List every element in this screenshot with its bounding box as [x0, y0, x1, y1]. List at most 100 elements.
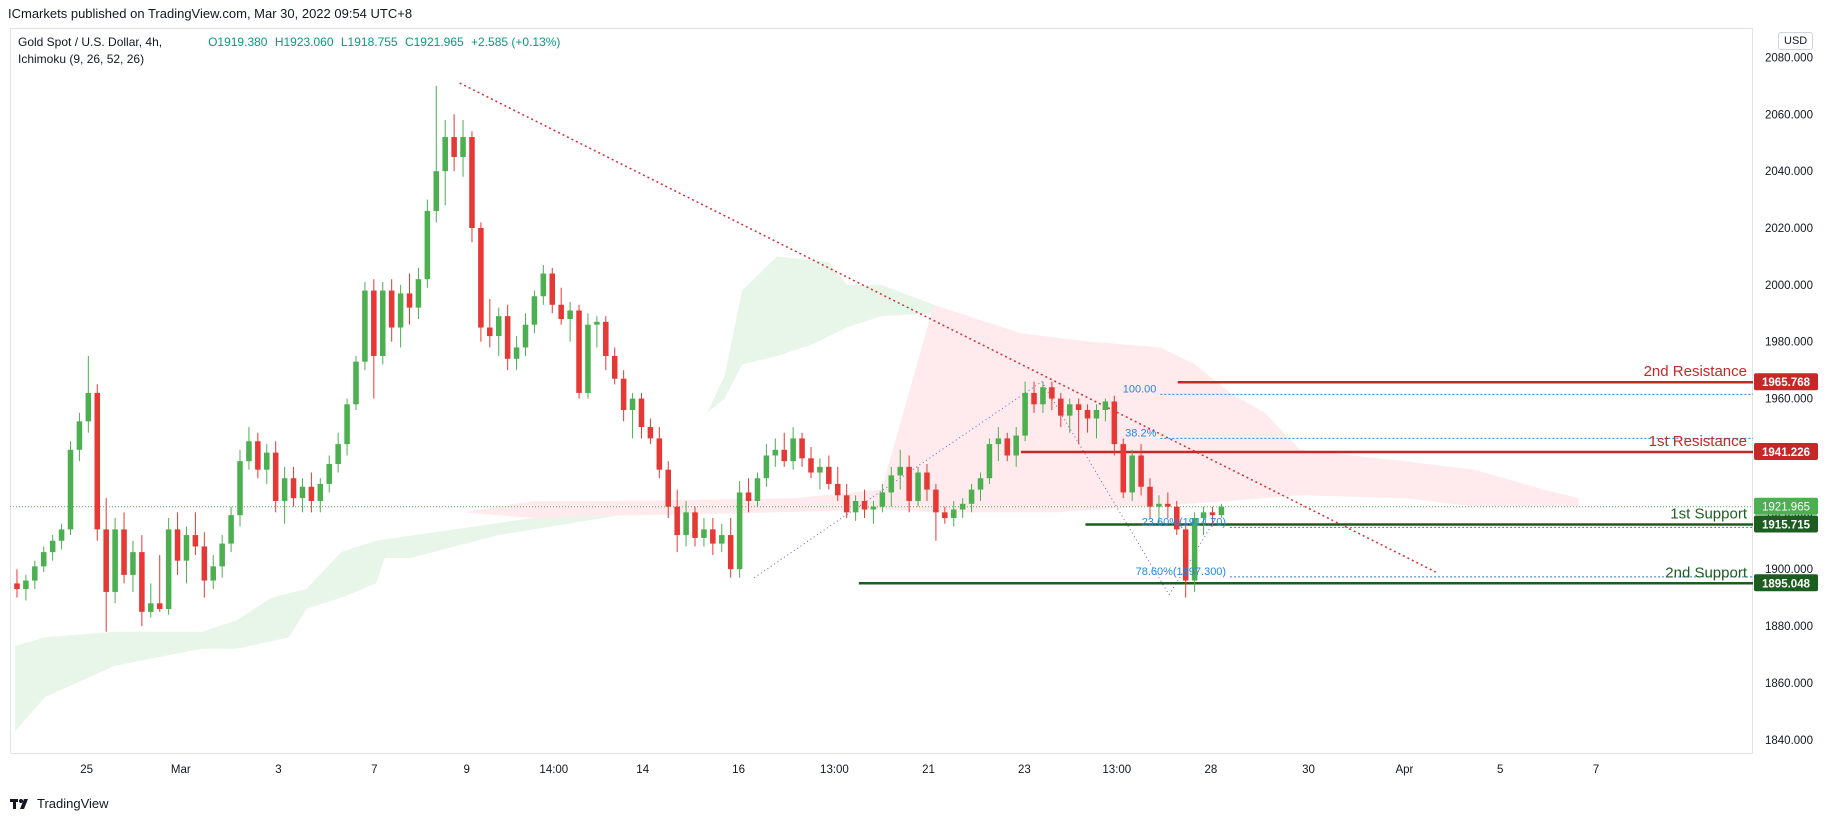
candle-body [103, 529, 109, 592]
cloud-red [463, 304, 1579, 519]
candle [1182, 523, 1189, 598]
candle [727, 518, 734, 578]
candle [933, 483, 939, 541]
candle [826, 455, 832, 490]
candle [950, 500, 957, 527]
candle-body [1004, 438, 1011, 456]
x-tick-label: 16 [732, 764, 745, 776]
candle [1004, 432, 1011, 462]
candle-body [1138, 455, 1144, 487]
candle [1191, 512, 1198, 592]
candle [522, 313, 529, 356]
candle-body [852, 500, 859, 513]
candle-body [353, 361, 359, 405]
candle [1040, 381, 1046, 413]
candle-body [701, 529, 707, 538]
candle [540, 264, 547, 305]
candle-body [817, 466, 823, 473]
price-tag-value: 1895.048 [1762, 578, 1811, 590]
candle-body [1120, 444, 1127, 493]
candle-body [14, 583, 20, 590]
level-name: 1st Resistance [1649, 433, 1747, 450]
fib-level-label: 38.2% [1125, 427, 1156, 439]
candle [103, 498, 109, 632]
candle [799, 432, 805, 467]
candle [442, 119, 448, 206]
candle [228, 506, 234, 553]
fib-guide-line [1041, 381, 1170, 596]
candle [424, 199, 431, 288]
candle [629, 392, 636, 439]
candle-body [371, 290, 377, 356]
candle-body [799, 438, 805, 459]
x-tick-label: 30 [1302, 764, 1315, 776]
candle-body [1102, 401, 1109, 410]
current-price-tag [1754, 497, 1818, 515]
candle-body [834, 483, 841, 496]
candle-body [576, 310, 582, 393]
candle [290, 466, 297, 507]
x-tick-label: 7 [1593, 764, 1599, 776]
candle-body [790, 438, 796, 462]
y-tick-label: 2000.000 [1765, 280, 1813, 292]
candle [1209, 506, 1216, 527]
candle [495, 307, 502, 356]
tradingview-logo-icon[interactable] [10, 797, 32, 811]
tradingview-brand[interactable]: TradingView [37, 796, 109, 811]
candle [888, 466, 895, 507]
candle [94, 384, 101, 541]
candle-body [478, 228, 484, 328]
fib-level-label: 23.60%(1914.70) [1142, 516, 1226, 528]
candle [611, 347, 618, 385]
candle-body [558, 304, 564, 319]
candle [1022, 381, 1028, 442]
x-tick-label: 5 [1497, 764, 1503, 776]
candle [620, 370, 627, 422]
candle [1147, 478, 1153, 519]
candle-body [433, 171, 440, 211]
currency-badge[interactable]: USD [1778, 32, 1814, 50]
candle [576, 304, 582, 399]
candle-body [451, 137, 457, 157]
candle-body [23, 580, 29, 590]
indicator-label[interactable]: Ichimoku (9, 26, 52, 26) [18, 52, 145, 66]
chart-frame [10, 28, 1753, 754]
candle [977, 472, 984, 501]
candle [139, 535, 145, 627]
x-tick-label: 3 [275, 764, 281, 776]
candle [968, 483, 975, 513]
candle [852, 495, 859, 521]
candle-body [442, 137, 448, 172]
candle-body [763, 455, 770, 479]
candle-body [603, 321, 609, 356]
symbol-label[interactable]: Gold Spot / U.S. Dollar, 4h, [18, 35, 163, 49]
candle-body [656, 438, 663, 470]
candle-body [174, 529, 181, 561]
candle [255, 432, 261, 479]
candle [67, 441, 74, 536]
price-tag [1754, 442, 1818, 460]
candle-body [139, 552, 145, 612]
candle-body [710, 529, 716, 544]
candle-body [1031, 392, 1037, 405]
candle [1058, 392, 1064, 428]
candle [1066, 398, 1073, 433]
candle-body [76, 421, 83, 450]
candle [906, 455, 912, 513]
candle-body [67, 449, 74, 530]
candle [192, 512, 199, 555]
candle-body [1040, 387, 1046, 405]
candle [808, 446, 814, 479]
candle-body [1174, 506, 1180, 530]
y-tick-label: 1880.000 [1765, 621, 1813, 633]
candle-body [112, 529, 118, 592]
candle [1084, 404, 1091, 433]
y-tick-label: 1960.000 [1765, 394, 1813, 406]
candle-body [94, 392, 101, 530]
chart-annotations [10, 82, 1753, 596]
candle [272, 441, 279, 513]
candle-body [130, 552, 136, 575]
candle-body [85, 392, 92, 422]
price-chart[interactable]: 1840.0001860.0001880.0001900.0001920.000… [0, 0, 1834, 800]
candle [1102, 398, 1109, 422]
